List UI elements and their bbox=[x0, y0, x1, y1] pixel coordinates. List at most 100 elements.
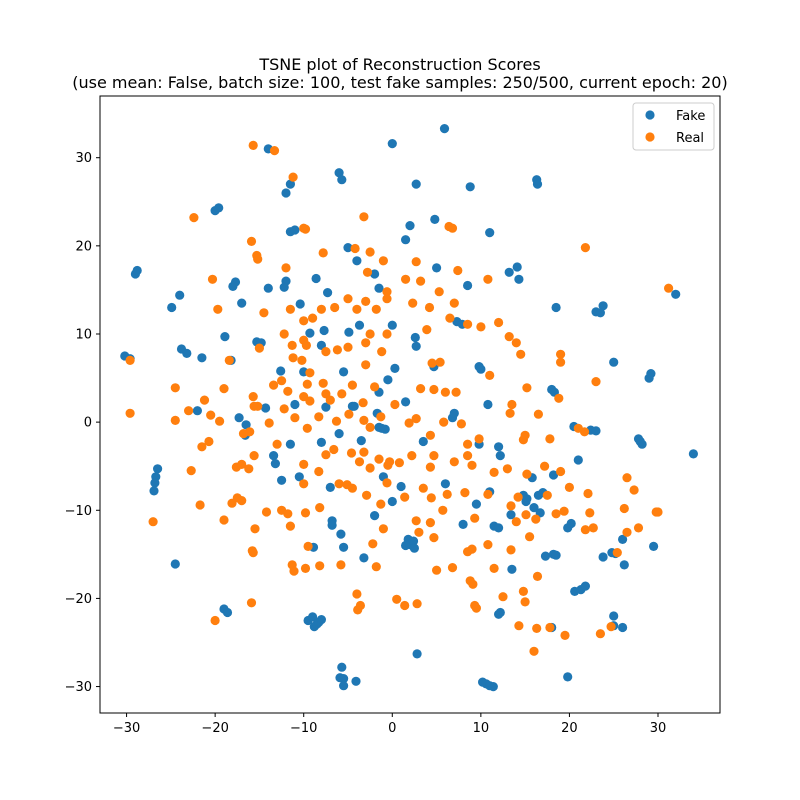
data-point-real bbox=[269, 146, 280, 156]
data-point-real bbox=[424, 302, 435, 313]
data-point-real bbox=[622, 527, 632, 537]
data-point-real bbox=[318, 378, 328, 388]
data-point-real bbox=[564, 482, 575, 492]
data-point-fake bbox=[418, 436, 428, 447]
data-point-real bbox=[463, 451, 473, 461]
data-point-real bbox=[400, 492, 410, 502]
data-point-real bbox=[411, 516, 421, 526]
data-point-fake bbox=[618, 622, 628, 633]
chart-subtitle: (use mean: False, batch size: 100, test … bbox=[72, 73, 728, 92]
data-point-fake bbox=[308, 612, 318, 622]
data-point-fake bbox=[325, 482, 335, 492]
data-point-fake bbox=[290, 225, 300, 235]
data-point-fake bbox=[387, 496, 397, 507]
data-point-real bbox=[352, 304, 362, 314]
data-point-real bbox=[390, 399, 400, 410]
data-point-real bbox=[451, 387, 461, 397]
data-point-real bbox=[332, 345, 342, 355]
data-point-fake bbox=[234, 413, 244, 423]
data-point-real bbox=[359, 212, 369, 222]
data-point-fake bbox=[349, 401, 359, 411]
data-point-fake bbox=[334, 168, 344, 178]
data-point-real bbox=[248, 548, 258, 558]
data-point-real bbox=[361, 296, 371, 306]
x-tick-label: −30 bbox=[113, 721, 140, 736]
data-point-real bbox=[579, 427, 590, 437]
data-point-real bbox=[513, 492, 523, 502]
data-point-real bbox=[622, 473, 632, 483]
data-point-real bbox=[411, 414, 421, 424]
y-axis: −30 −20 −10 0 10 20 30 bbox=[65, 151, 100, 695]
data-point-fake bbox=[495, 607, 505, 618]
data-point-fake bbox=[595, 308, 606, 318]
data-point-real bbox=[422, 325, 432, 335]
data-point-fake bbox=[276, 366, 286, 376]
data-point-real bbox=[269, 380, 279, 390]
data-point-real bbox=[435, 357, 445, 367]
data-point-real bbox=[516, 349, 526, 359]
x-tick-label: 0 bbox=[388, 721, 396, 736]
data-point-real bbox=[382, 329, 392, 339]
data-point-real bbox=[272, 439, 282, 449]
data-point-fake bbox=[483, 399, 493, 410]
data-point-real bbox=[358, 398, 368, 408]
data-point-fake bbox=[380, 424, 390, 434]
data-point-real bbox=[237, 496, 247, 506]
data-point-fake bbox=[411, 341, 421, 351]
data-point-real bbox=[264, 418, 274, 428]
data-point-fake bbox=[439, 124, 450, 134]
data-point-real bbox=[511, 338, 521, 348]
data-point-real bbox=[318, 248, 328, 258]
data-point-real bbox=[502, 464, 512, 474]
data-point-real bbox=[442, 489, 452, 499]
data-point-real bbox=[289, 566, 299, 576]
data-point-real bbox=[288, 172, 298, 182]
data-point-fake bbox=[214, 203, 224, 213]
data-point-real bbox=[385, 457, 395, 467]
data-point-real bbox=[199, 395, 210, 405]
data-point-fake bbox=[261, 403, 271, 413]
points-layer bbox=[120, 124, 699, 692]
data-point-real bbox=[483, 489, 493, 499]
data-point-real bbox=[471, 603, 481, 613]
data-point-real bbox=[394, 458, 404, 468]
data-point-fake bbox=[598, 552, 608, 562]
y-tick-label: −10 bbox=[65, 504, 92, 519]
data-point-real bbox=[237, 459, 247, 469]
data-point-fake bbox=[316, 615, 326, 625]
data-point-fake bbox=[514, 274, 524, 284]
data-point-fake bbox=[356, 436, 366, 446]
data-point-real bbox=[347, 380, 357, 390]
data-point-real bbox=[580, 525, 591, 535]
data-point-real bbox=[521, 510, 531, 520]
data-point-real bbox=[382, 294, 392, 304]
data-point-real bbox=[302, 423, 312, 433]
data-point-fake bbox=[649, 541, 659, 552]
data-point-fake bbox=[463, 280, 473, 291]
x-tick-label: 30 bbox=[650, 721, 667, 736]
data-point-fake bbox=[465, 182, 475, 192]
data-point-fake bbox=[495, 451, 505, 461]
data-point-real bbox=[362, 267, 373, 277]
data-point-real bbox=[580, 243, 591, 253]
data-point-real bbox=[556, 357, 566, 367]
data-point-real bbox=[197, 442, 207, 452]
data-point-real bbox=[368, 539, 378, 549]
data-point-real bbox=[551, 509, 561, 519]
data-point-real bbox=[483, 274, 493, 284]
data-point-real bbox=[606, 622, 616, 632]
data-point-fake bbox=[401, 397, 411, 407]
data-point-real bbox=[362, 490, 372, 500]
data-point-fake bbox=[619, 560, 629, 570]
data-point-real bbox=[285, 304, 295, 314]
data-point-real bbox=[365, 329, 375, 339]
x-axis: −30 −20 −10 0 10 20 30 bbox=[113, 713, 666, 736]
data-point-fake bbox=[551, 302, 561, 313]
y-tick-label: −20 bbox=[65, 592, 92, 607]
data-point-real bbox=[416, 384, 426, 394]
data-point-fake bbox=[591, 426, 601, 436]
data-point-fake bbox=[343, 243, 353, 253]
data-point-real bbox=[254, 343, 264, 353]
data-point-fake bbox=[237, 298, 247, 308]
data-point-fake bbox=[294, 472, 304, 482]
